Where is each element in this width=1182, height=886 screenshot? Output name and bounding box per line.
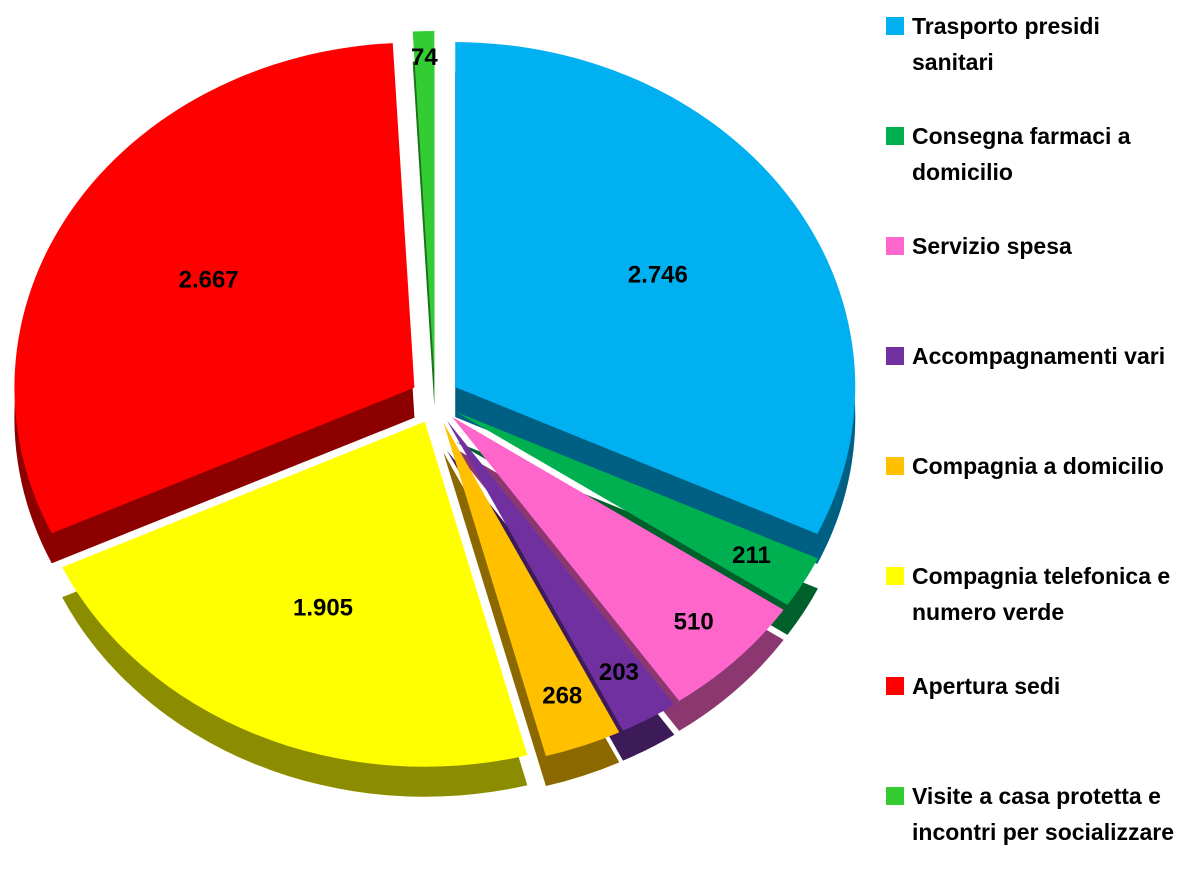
- legend-label: Apertura sedi: [912, 673, 1061, 699]
- legend-label: Trasporto presidi sanitari: [912, 13, 1100, 75]
- legend-swatch: [886, 17, 904, 35]
- legend-swatch: [886, 347, 904, 365]
- data-label: 1.905: [293, 595, 353, 622]
- legend-label: Compagnia a domicilio: [912, 453, 1164, 479]
- data-label: 510: [674, 609, 714, 636]
- legend-swatch: [886, 127, 904, 145]
- slice: [443, 422, 620, 756]
- legend-label: Accompagnamenti vari: [912, 343, 1166, 369]
- legend-swatch: [886, 677, 904, 695]
- data-label: 268: [542, 683, 582, 710]
- legend-item: Consegna farmaci a domicilio: [886, 118, 1176, 190]
- data-label: 2.746: [628, 262, 688, 289]
- legend-label: Consegna farmaci a domicilio: [912, 123, 1131, 185]
- slice: [452, 416, 784, 701]
- legend-item: Apertura sedi: [886, 668, 1176, 704]
- slice: [447, 420, 675, 731]
- legend-label: Compagnia telefonica e numero verde: [912, 563, 1171, 625]
- slice: [14, 43, 415, 534]
- slice: [455, 42, 856, 534]
- slice: [62, 421, 528, 767]
- legend-swatch: [886, 787, 904, 805]
- legend-swatch: [886, 457, 904, 475]
- data-label: 203: [599, 659, 639, 686]
- legend-item: Compagnia a domicilio: [886, 448, 1176, 484]
- data-label: 211: [732, 542, 771, 569]
- legend-swatch: [886, 237, 904, 255]
- legend-item: Visite a casa protetta e incontri per so…: [886, 778, 1176, 850]
- legend-item: Servizio spesa: [886, 228, 1176, 264]
- legend-item: Accompagnamenti vari: [886, 338, 1176, 374]
- slice: [412, 31, 435, 377]
- legend-item: Compagnia telefonica e numero verde: [886, 558, 1176, 630]
- pie-area: 2.746 211 510 203 268 1.905 2.667 74: [14, 31, 856, 797]
- legend-swatch: [886, 567, 904, 585]
- legend-label: Servizio spesa: [912, 233, 1072, 259]
- legend-item: Trasporto presidi sanitari: [886, 8, 1176, 80]
- slice: [455, 411, 818, 605]
- data-label: 2.667: [179, 266, 239, 293]
- legend-label: Visite a casa protetta e incontri per so…: [912, 783, 1175, 845]
- data-label: 74: [411, 44, 438, 71]
